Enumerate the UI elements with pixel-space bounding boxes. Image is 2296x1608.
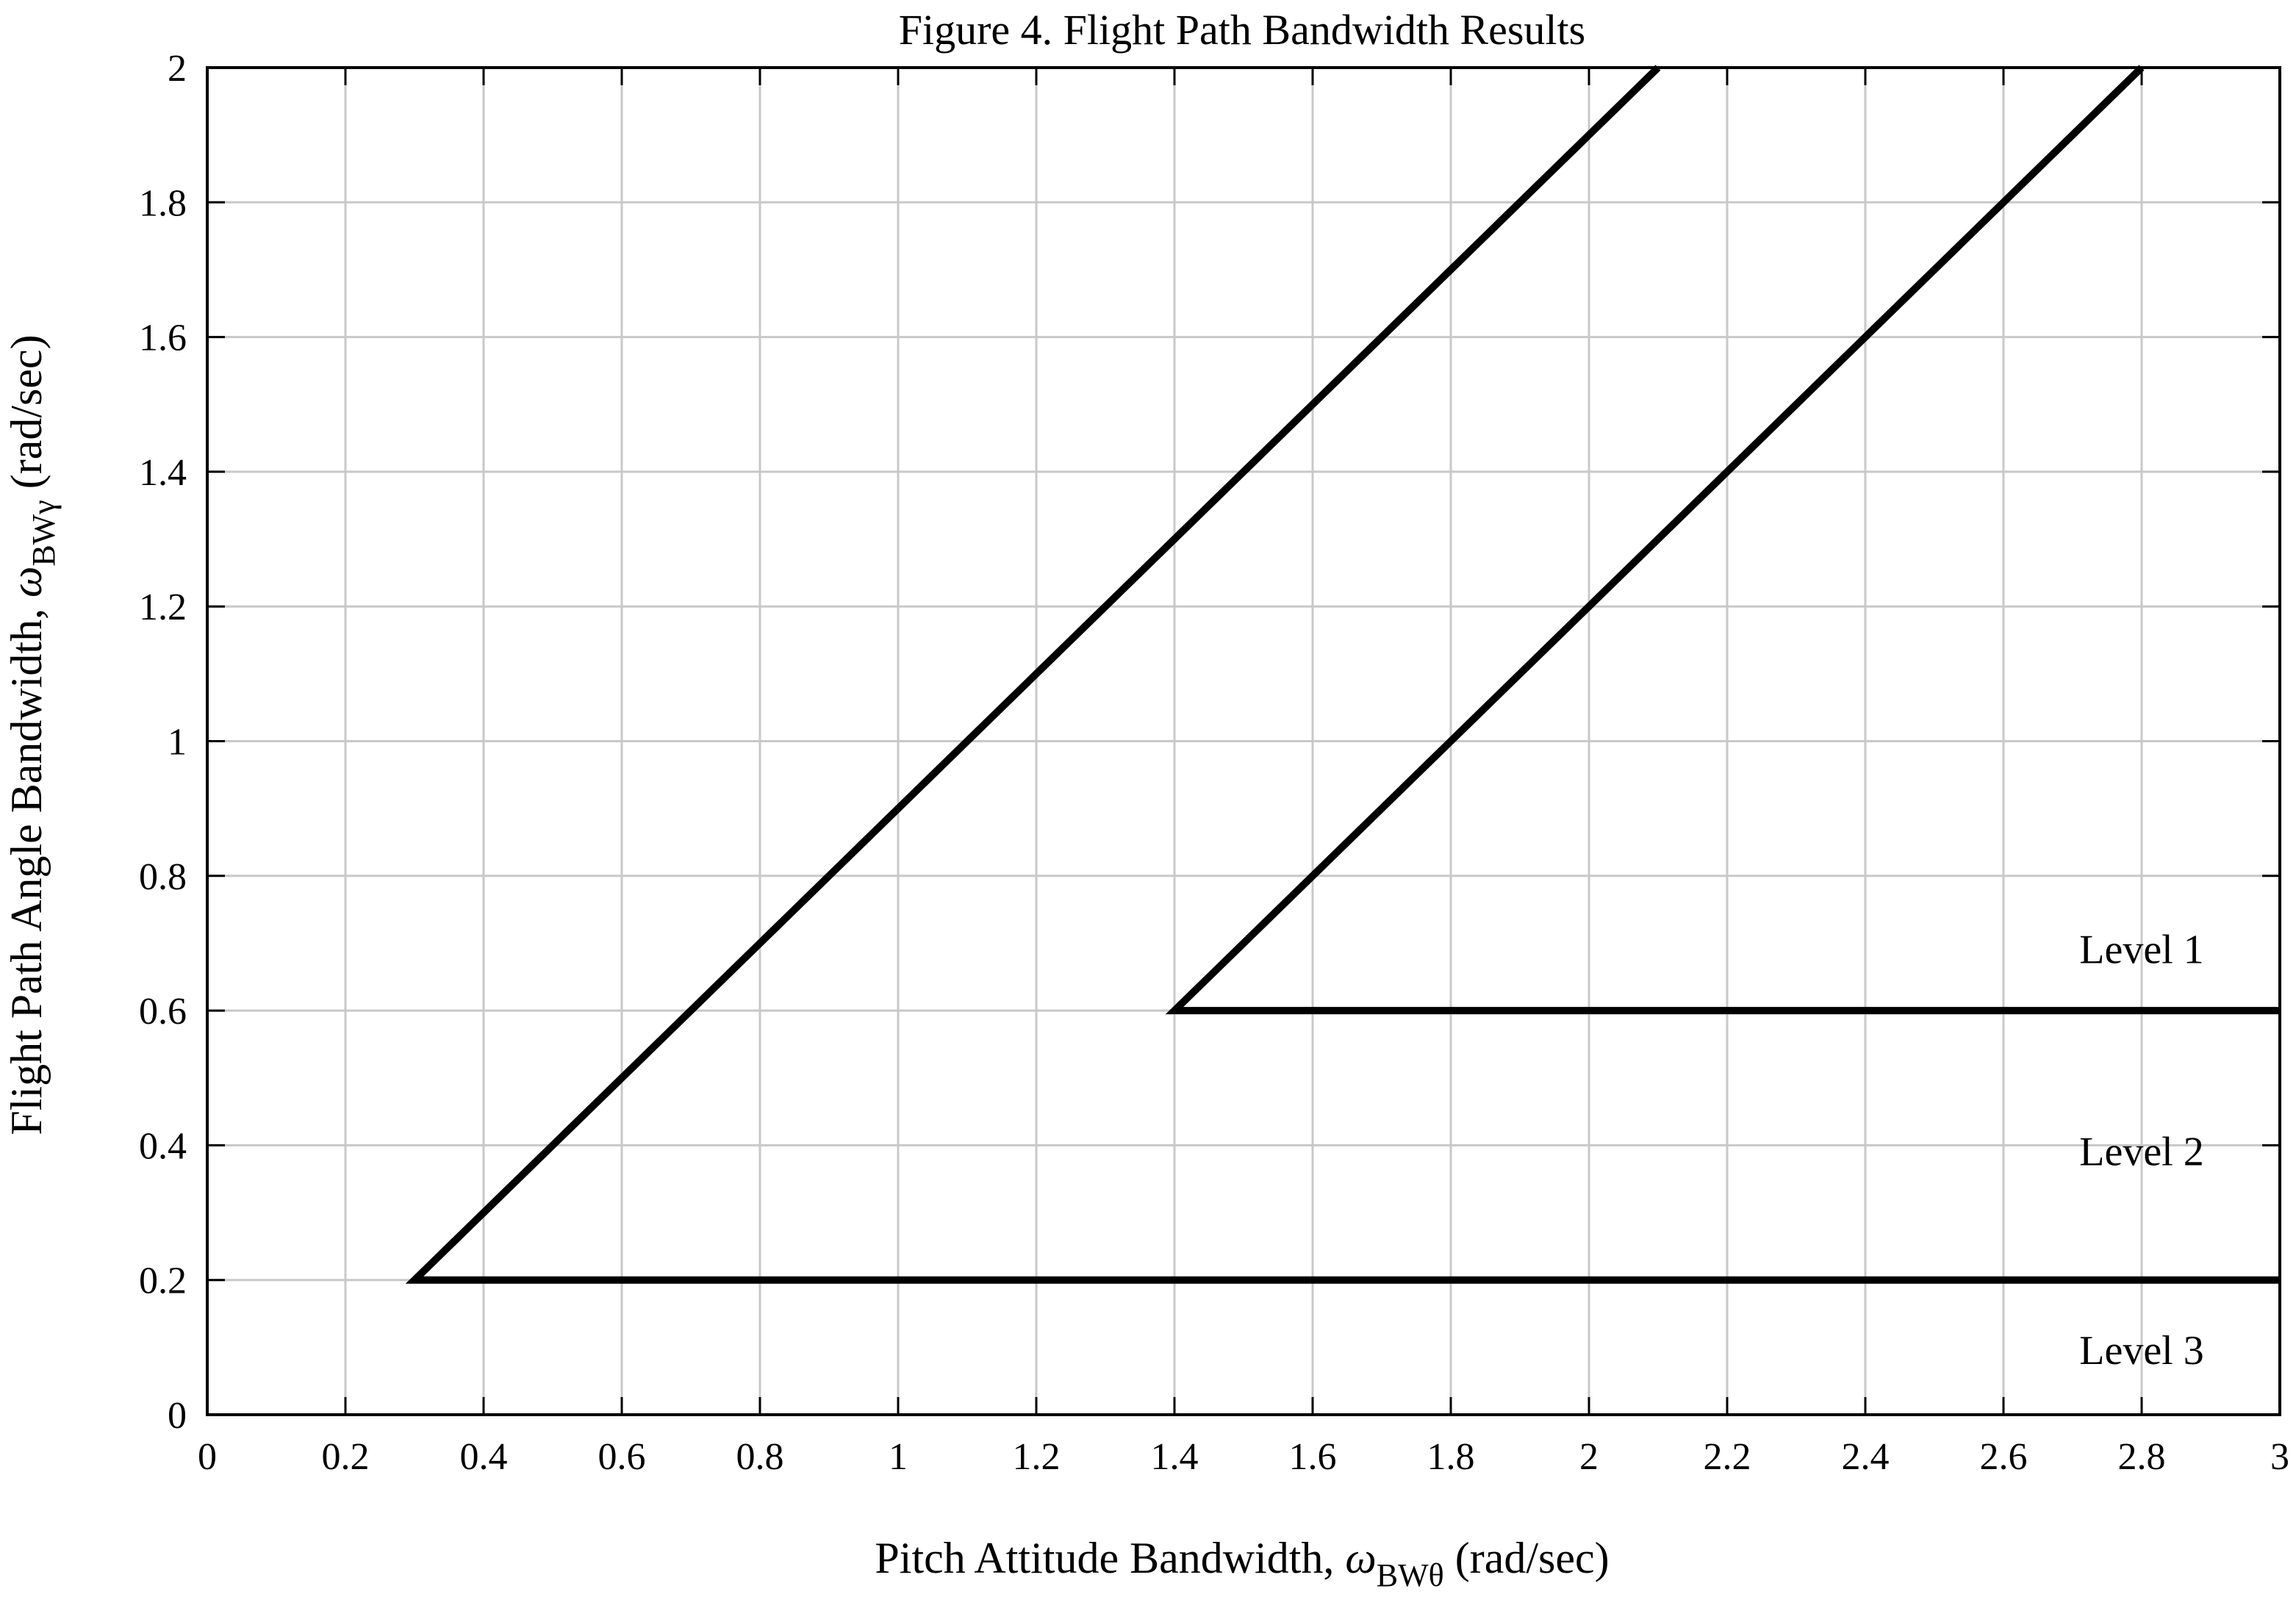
annotations: Level 1 Level 2 Level 3 xyxy=(2079,927,2203,1374)
x-tick-label: 1.6 xyxy=(1289,1436,1337,1478)
y-axis-label: Flight Path Angle Bandwidth, ωBWγ (rad/s… xyxy=(2,334,62,1135)
y-tick-label: 1.2 xyxy=(139,586,187,628)
x-axis-label: Pitch Attitude Bandwidth, ωBWθ (rad/sec) xyxy=(875,1534,1609,1593)
y-axis-label-prefix: Flight Path Angle Bandwidth, xyxy=(2,597,51,1135)
x-tick-label: 1 xyxy=(889,1436,908,1478)
x-tick-label: 2 xyxy=(1579,1436,1599,1478)
y-tick-label: 0.2 xyxy=(139,1260,187,1302)
x-axis-label-suffix: (rad/sec) xyxy=(1444,1534,1610,1582)
y-tick-label: 1.8 xyxy=(139,182,187,224)
y-tick-label: 0.6 xyxy=(139,991,187,1033)
y-tick-label: 1 xyxy=(168,722,187,764)
x-axis-label-prefix: Pitch Attitude Bandwidth, xyxy=(875,1534,1345,1582)
x-tick-label: 3 xyxy=(2270,1436,2289,1478)
x-axis-label-subscript: BWθ xyxy=(1377,1557,1444,1593)
x-tick-label: 0.4 xyxy=(460,1436,508,1478)
x-tick-label: 2.8 xyxy=(2118,1436,2166,1478)
y-tick-label: 0.4 xyxy=(139,1125,187,1167)
x-axis-label-symbol: ω xyxy=(1345,1534,1376,1582)
region-label-level-2: Level 2 xyxy=(2079,1130,2203,1175)
series-group xyxy=(405,65,2280,1284)
y-tick-label: 0.8 xyxy=(139,856,187,898)
y-axis-ticks: 0 0.2 0.4 0.6 0.8 1 1.2 1.4 1.6 1.8 2 xyxy=(139,48,2280,1437)
boundary-line-1 xyxy=(405,65,2280,1284)
x-tick-label: 2.2 xyxy=(1704,1436,1751,1478)
x-tick-label: 0.2 xyxy=(322,1436,370,1478)
y-tick-label: 0 xyxy=(168,1395,187,1437)
y-tick-label: 1.4 xyxy=(139,452,187,494)
x-tick-label: 1.2 xyxy=(1013,1436,1061,1478)
y-axis-label-subscript: BWγ xyxy=(26,500,62,566)
x-tick-label: 1.8 xyxy=(1427,1436,1475,1478)
boundary-line-2 xyxy=(1165,65,2280,1015)
region-label-level-1: Level 1 xyxy=(2079,927,2203,973)
y-tick-label: 1.6 xyxy=(139,317,187,359)
x-tick-label: 1.4 xyxy=(1151,1436,1199,1478)
x-axis-ticks: 0 0.2 0.4 0.6 0.8 1 1.2 1.4 1.6 1.8 2 2.2 2.4 2.6 2.8 3 xyxy=(198,68,2289,1478)
x-tick-label: 0.6 xyxy=(598,1436,646,1478)
x-tick-label: 2.4 xyxy=(1842,1436,1890,1478)
x-tick-label: 0 xyxy=(198,1436,217,1478)
y-tick-label: 2 xyxy=(168,48,187,90)
y-axis-label-symbol: ω xyxy=(2,567,51,597)
x-tick-label: 2.6 xyxy=(1980,1436,2028,1478)
region-label-level-3: Level 3 xyxy=(2079,1328,2203,1374)
x-tick-label: 0.8 xyxy=(736,1436,784,1478)
y-axis-label-suffix: (rad/sec) xyxy=(2,334,51,500)
chart-title: Figure 4. Flight Path Bandwidth Results xyxy=(899,6,1586,54)
